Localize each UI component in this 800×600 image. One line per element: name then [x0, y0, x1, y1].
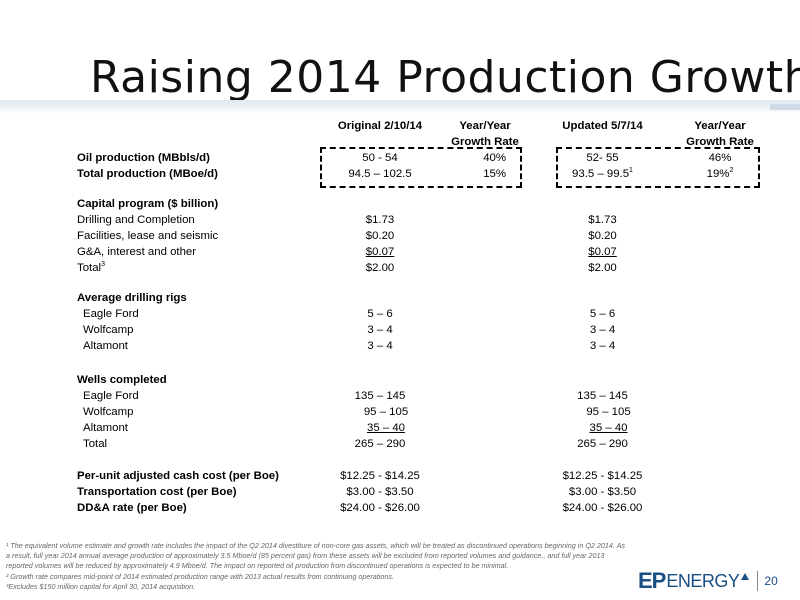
row-label-dda: DD&A rate (per Boe)	[77, 502, 187, 514]
well-wolfcamp-original: 95 – 105	[363, 406, 409, 418]
ga-updated-cell: $0.07	[545, 246, 660, 258]
cash-cost-original: $12.25 - $14.25	[340, 470, 420, 482]
row-label-well-wolfcamp: Wolfcamp	[83, 406, 134, 418]
logo-energy: ENERGY	[666, 570, 740, 591]
footnote-1: ¹ The equivalent volume estimate and gro…	[6, 541, 626, 571]
well-altamont-updated-cell: 35 – 40	[545, 422, 666, 434]
row-label-cash-cost: Per-unit adjusted cash cost (per Boe)	[77, 470, 279, 482]
total-production-updated-cell: 93.5 – 99.51	[545, 167, 660, 180]
logo-separator	[757, 571, 759, 591]
capital-total-updated: $2.00	[588, 262, 617, 274]
oil-updated: 52- 55	[586, 152, 619, 164]
title-rule	[0, 100, 800, 114]
well-total-updated: 265 – 290	[577, 438, 628, 450]
drilling-updated: $1.73	[588, 214, 617, 226]
well-altamont-original: 35 – 40	[366, 422, 405, 434]
row-label-capital-total: Total	[77, 262, 102, 274]
header-growth1-line1: Year/Year	[459, 120, 511, 132]
updated-production-highlight	[556, 147, 760, 188]
well-wolfcamp-updated: 95 – 105	[586, 406, 631, 418]
row-label-rig-wolfcamp: Wolfcamp	[83, 324, 134, 336]
footnote-ref-1: 1	[629, 167, 633, 175]
well-eagle-ford-original: 135 – 145	[354, 390, 406, 402]
header-updated: Updated 5/7/14	[562, 120, 643, 132]
header-growth2-line1: Year/Year	[694, 120, 746, 132]
header-growth2-line2: Growth Rate	[686, 136, 754, 148]
row-label-total-production: Total production (MBoe/d)	[77, 168, 218, 180]
rig-eagle-ford-updated: 5 – 6	[589, 308, 616, 320]
facilities-original: $0.20	[365, 230, 395, 242]
section-drilling-rigs: Average drilling rigs	[77, 292, 187, 304]
footnotes: ¹ The equivalent volume estimate and gro…	[6, 541, 628, 592]
row-label-well-total: Total	[83, 438, 108, 450]
logo-triangle-icon	[741, 572, 750, 580]
page-number: 20	[764, 574, 778, 588]
row-label-ga: G&A, interest and other	[77, 246, 197, 258]
row-label-capital-total-cell: Total3	[77, 261, 105, 274]
ga-original: $0.07	[365, 246, 395, 258]
facilities-updated: $0.20	[588, 230, 617, 242]
rig-wolfcamp-updated: 3 – 4	[589, 324, 616, 336]
header-growth1-line2: Growth Rate	[451, 136, 519, 148]
transportation-original: $3.00 - $3.50	[346, 486, 414, 498]
well-eagle-ford-updated: 135 – 145	[577, 390, 628, 402]
row-label-transportation: Transportation cost (per Boe)	[77, 486, 237, 498]
section-wells-completed: Wells completed	[77, 374, 167, 386]
row-label-drilling: Drilling and Completion	[77, 214, 195, 226]
logo-ep: EP	[638, 568, 666, 593]
row-label-well-eagle-ford: Eagle Ford	[83, 390, 139, 402]
rig-altamont-updated: 3 – 4	[589, 340, 616, 352]
total-production-growth-updated: 19%	[706, 168, 730, 180]
capital-total-original: $2.00	[365, 262, 395, 274]
row-label-facilities: Facilities, lease and seismic	[77, 230, 219, 242]
footnote-2: ² Growth rate compares mid-point of 2014…	[6, 571, 394, 581]
section-capital-program: Capital program ($ billion)	[77, 198, 219, 210]
row-label-oil-production: Oil production (MBbls/d)	[77, 152, 210, 164]
header-original: Original 2/10/14	[337, 120, 423, 132]
well-total-original: 265 – 290	[354, 438, 406, 450]
total-production-growth-original: 15%	[483, 168, 506, 180]
slide-title: Raising 2014 Production Growth	[90, 52, 800, 103]
footnote-ref-3: 3	[101, 261, 105, 269]
oil-growth-original: 40%	[483, 152, 506, 164]
rig-altamont-original: 3 – 4	[367, 340, 393, 352]
footnote-ref-2: 2	[729, 167, 734, 175]
row-label-rig-altamont: Altamont	[83, 340, 128, 352]
title-rule-accent	[770, 104, 800, 110]
total-production-updated: 93.5 – 99.5	[572, 168, 630, 180]
dda-updated: $24.00 - $26.00	[562, 502, 643, 514]
rig-wolfcamp-original: 3 – 4	[367, 324, 393, 336]
row-label-well-altamont: Altamont	[83, 422, 128, 434]
ga-updated: $0.07	[588, 246, 617, 258]
oil-original: 50 - 54	[362, 152, 398, 164]
total-production-growth-updated-cell: 19%2	[680, 167, 760, 180]
ga-original-cell: $0.07	[310, 246, 450, 258]
well-altamont-original-cell: 35 – 40	[310, 422, 456, 434]
rig-eagle-ford-original: 5 – 6	[367, 308, 393, 320]
well-altamont-updated: 35 – 40	[589, 422, 628, 434]
transportation-updated: $3.00 - $3.50	[568, 486, 637, 498]
original-production-highlight	[320, 147, 522, 188]
footnote-3: ³Excludes $150 million capital for April…	[6, 581, 196, 591]
cash-cost-updated: $12.25 - $14.25	[562, 470, 643, 482]
total-production-original: 94.5 – 102.5	[348, 168, 412, 180]
dda-original: $24.00 - $26.00	[340, 502, 420, 514]
oil-growth-updated: 46%	[708, 152, 732, 164]
drilling-original: $1.73	[365, 214, 395, 226]
row-label-rig-eagle-ford: Eagle Ford	[83, 308, 139, 320]
ep-energy-logo: EP ENERGY 20	[638, 568, 778, 594]
